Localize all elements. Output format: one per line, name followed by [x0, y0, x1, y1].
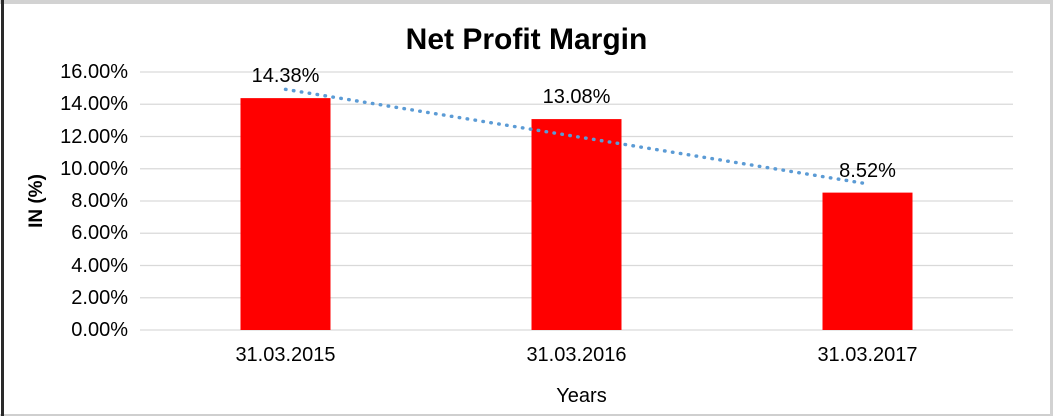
bar-31.03.2016: [531, 119, 622, 331]
frame-border-bottom: [0, 414, 1053, 416]
y-tick-label: 10.00%: [60, 157, 128, 180]
x-axis-title: Years: [556, 385, 607, 407]
x-tick-label: 31.03.2015: [235, 344, 336, 366]
y-tick-label: 16.00%: [60, 61, 128, 83]
data-label: 13.08%: [542, 86, 611, 109]
x-tick-label: 31.03.2016: [526, 344, 627, 366]
y-tick-label: 14.00%: [60, 93, 128, 116]
y-tick-label: 6.00%: [71, 222, 128, 245]
frame-border-left: [1, 0, 4, 416]
data-label: 14.38%: [251, 65, 320, 88]
y-tick-label: 8.00%: [71, 190, 128, 212]
y-tick-label: 2.00%: [71, 286, 128, 309]
y-tick-label: 12.00%: [60, 125, 128, 148]
bar-31.03.2015: [240, 98, 331, 330]
data-label: 8.52%: [839, 159, 896, 182]
chart-title: Net Profit Margin: [405, 23, 648, 56]
frame-border-right: [1050, 0, 1053, 416]
trendline: [283, 87, 870, 186]
y-tick-label: 0.00%: [71, 319, 128, 341]
y-tick-label: 4.00%: [71, 254, 128, 277]
bar-31.03.2017: [822, 192, 913, 330]
frame-border-top: [0, 0, 1053, 4]
x-tick-label: 31.03.2017: [817, 344, 918, 366]
